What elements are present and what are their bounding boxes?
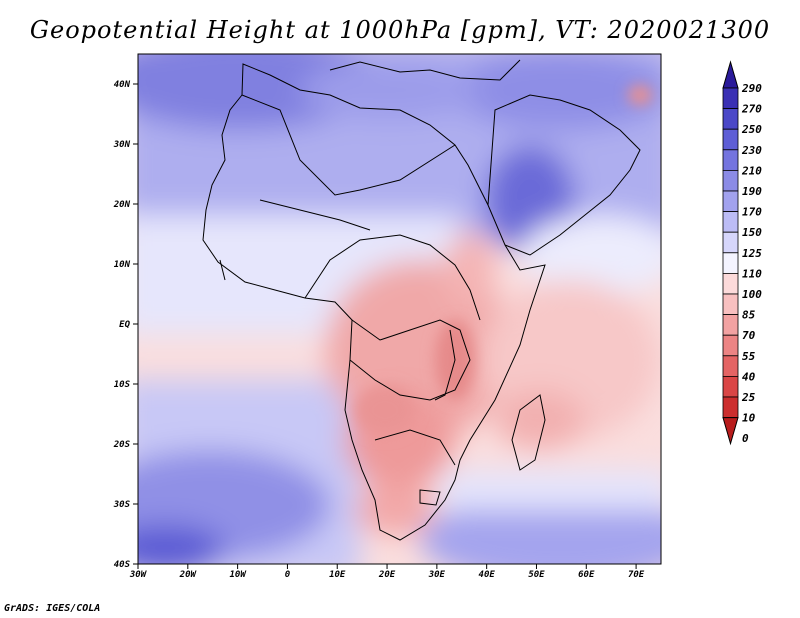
colorbar-segment	[722, 211, 739, 233]
lon-label: 30E	[428, 570, 446, 580]
lon-label: 10E	[329, 570, 346, 580]
lat-label: 30N	[113, 140, 131, 150]
colorbar-label: 85	[742, 309, 756, 322]
colorbar-label: 10	[742, 412, 756, 425]
coastlines	[202, 59, 641, 541]
lat-label: 20N	[113, 200, 131, 210]
lat-label: 40N	[114, 80, 131, 90]
colorbar-arrow-top	[722, 60, 739, 89]
grads-credit: GrADS: IGES/COLA	[4, 603, 101, 614]
colorbar-label: 100	[742, 288, 762, 301]
colorbar: 2902702502302101901701501251101008570554…	[722, 60, 762, 446]
colorbar-label: 290	[741, 82, 762, 95]
colorbar-segment	[722, 87, 739, 110]
colorbar-segment	[722, 108, 739, 130]
colorbar-label: 170	[742, 206, 762, 219]
longitude-axis: 30W 20W 10W 0 10E 20E 30E 40E 50E 60E 70E	[129, 564, 645, 580]
colorbar-segment	[722, 355, 739, 377]
lat-label: 10N	[114, 260, 131, 270]
colorbar-label: 125	[742, 247, 762, 260]
lon-label: 10W	[229, 570, 247, 580]
colorbar-segment	[722, 149, 739, 171]
lon-label: 50E	[528, 570, 545, 580]
colorbar-label: 150	[742, 226, 762, 239]
colorbar-label: 210	[741, 164, 762, 177]
colorbar-label: 110	[742, 267, 762, 280]
colorbar-segment	[722, 293, 739, 316]
colorbar-label: 40	[742, 370, 756, 383]
colorbar-label: 70	[742, 329, 756, 342]
lon-label: 40E	[479, 570, 496, 580]
colorbar-segment	[722, 375, 739, 398]
colorbar-segment	[722, 128, 739, 151]
colorbar-segment	[722, 396, 739, 419]
colorbar-segment	[722, 190, 739, 213]
lat-label: EQ	[119, 320, 130, 330]
colorbar-label: 55	[742, 350, 756, 363]
map-title: Geopotential Height at 1000hPa [gpm], VT…	[29, 16, 771, 44]
colorbar-segment	[722, 252, 739, 274]
colorbar-segment	[722, 272, 739, 295]
lon-label: 20W	[179, 570, 198, 580]
colorbar-segment	[722, 231, 739, 254]
latitude-axis: 40N 30N 20N 10N EQ 10S 20S 30S 40S	[113, 80, 138, 570]
colorbar-label: 25	[741, 391, 756, 404]
lat-label: 30S	[113, 500, 131, 510]
lat-label: 40S	[114, 560, 131, 570]
lat-label: 10S	[114, 380, 131, 390]
lon-label: 60E	[578, 570, 595, 580]
colorbar-segment	[722, 314, 739, 336]
colorbar-segment	[722, 169, 739, 192]
colorbar-segment	[722, 334, 739, 357]
colorbar-label: 250	[741, 123, 762, 136]
colorbar-label: 190	[742, 185, 762, 198]
colorbar-label: 0	[742, 432, 749, 445]
map-frame	[137, 53, 662, 565]
colorbar-label: 270	[741, 103, 762, 116]
lat-label: 20S	[113, 440, 131, 450]
height-field	[138, 54, 661, 564]
lon-label: 20E	[378, 570, 396, 580]
lon-label: 30W	[129, 570, 148, 580]
colorbar-arrow-bottom	[722, 417, 739, 446]
colorbar-label: 230	[741, 144, 762, 157]
lon-label: 70E	[628, 570, 645, 580]
lon-label: 0	[285, 570, 291, 580]
